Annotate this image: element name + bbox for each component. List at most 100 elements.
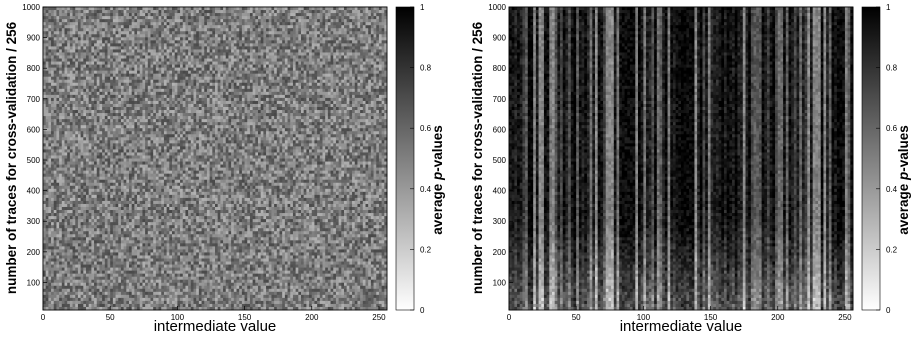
heatmap-cell: [67, 152, 70, 155]
heatmap-cell: [67, 52, 70, 55]
heatmap-cell: [43, 140, 46, 143]
heatmap-cell: [91, 92, 94, 95]
heatmap-cell: [81, 180, 84, 183]
heatmap-cell: [43, 304, 46, 307]
heatmap-cell: [59, 201, 62, 204]
heatmap-cell: [83, 83, 86, 86]
heatmap-cell: [75, 180, 78, 183]
heatmap-cell: [81, 243, 84, 246]
heatmap-cell: [43, 113, 46, 116]
heatmap-cell: [59, 298, 62, 301]
heatmap-cell: [46, 77, 49, 80]
heatmap-cell: [54, 171, 57, 174]
heatmap-cell: [48, 283, 51, 286]
heatmap-cell: [59, 207, 62, 210]
heatmap-cell: [54, 234, 57, 237]
heatmap-cell: [51, 207, 54, 210]
heatmap-cell: [70, 55, 73, 58]
heatmap-cell: [46, 49, 49, 52]
heatmap-cell: [89, 68, 92, 71]
heatmap-cell: [89, 140, 92, 143]
heatmap-cell: [70, 243, 73, 246]
heatmap-cell: [81, 40, 84, 43]
heatmap-cell: [75, 77, 78, 80]
heatmap-cell: [51, 13, 54, 16]
heatmap-cell: [89, 104, 92, 107]
heatmap-cell: [78, 234, 81, 237]
heatmap-cell: [48, 174, 51, 177]
heatmap-cell: [78, 83, 81, 86]
heatmap-cell: [56, 301, 59, 304]
heatmap-cell: [65, 255, 68, 258]
heatmap-cell: [70, 107, 73, 110]
heatmap-cell: [83, 301, 86, 304]
heatmap-cell: [59, 237, 62, 240]
heatmap-cell: [73, 277, 76, 280]
heatmap-cell: [73, 71, 76, 74]
heatmap-cell: [89, 46, 92, 49]
heatmap-cell: [75, 274, 78, 277]
heatmap-cell: [54, 68, 57, 71]
heatmap-cell: [81, 216, 84, 219]
heatmap-cell: [86, 134, 89, 137]
heatmap-cell: [65, 180, 68, 183]
heatmap-cell: [89, 86, 92, 89]
heatmap-cell: [54, 204, 57, 207]
heatmap-cell: [62, 298, 65, 301]
heatmap-cell: [59, 283, 62, 286]
heatmap-cell: [56, 37, 59, 40]
heatmap-cell: [59, 225, 62, 228]
heatmap-cell: [54, 283, 57, 286]
heatmap-cell: [86, 104, 89, 107]
heatmap-cell: [67, 262, 70, 265]
heatmap-cell: [81, 304, 84, 307]
heatmap-cell: [81, 16, 84, 19]
heatmap-cell: [54, 59, 57, 62]
heatmap-cell: [70, 134, 73, 137]
heatmap-cell: [91, 171, 94, 174]
heatmap-cell: [91, 83, 94, 86]
heatmap-cell: [46, 222, 49, 225]
heatmap-cell: [48, 216, 51, 219]
heatmap-cell: [56, 240, 59, 243]
heatmap-cell: [56, 98, 59, 101]
heatmap-cell: [91, 168, 94, 171]
heatmap-cell: [43, 204, 46, 207]
heatmap-cell: [46, 107, 49, 110]
heatmap-cell: [54, 104, 57, 107]
heatmap-cell: [59, 274, 62, 277]
heatmap-cell: [81, 246, 84, 249]
heatmap-cell: [75, 125, 78, 128]
heatmap-cell: [54, 180, 57, 183]
heatmap-cell: [75, 207, 78, 210]
heatmap-cell: [54, 168, 57, 171]
heatmap-cell: [91, 222, 94, 225]
heatmap-cell: [70, 119, 73, 122]
heatmap-cell: [89, 249, 92, 252]
heatmap-cell: [67, 162, 70, 165]
heatmap-cell: [81, 228, 84, 231]
heatmap-cell: [75, 258, 78, 261]
heatmap-cell: [59, 204, 62, 207]
heatmap-cell: [65, 295, 68, 298]
heatmap-cell: [89, 243, 92, 246]
heatmap-cell: [78, 10, 81, 13]
heatmap-cell: [48, 277, 51, 280]
heatmap-cell: [91, 68, 94, 71]
heatmap-cell: [62, 277, 65, 280]
heatmap-cell: [75, 43, 78, 46]
heatmap-cell: [70, 125, 73, 128]
heatmap-cell: [89, 189, 92, 192]
heatmap-cell: [89, 107, 92, 110]
heatmap-cell: [56, 110, 59, 113]
heatmap-cell: [56, 216, 59, 219]
heatmap-cell: [48, 71, 51, 74]
heatmap-cell: [81, 210, 84, 213]
heatmap-cell: [59, 265, 62, 268]
heatmap-cell: [65, 174, 68, 177]
heatmap-cell: [43, 31, 46, 34]
heatmap-cell: [56, 80, 59, 83]
heatmap-cell: [78, 225, 81, 228]
heatmap-cell: [81, 195, 84, 198]
heatmap-cell: [83, 119, 86, 122]
